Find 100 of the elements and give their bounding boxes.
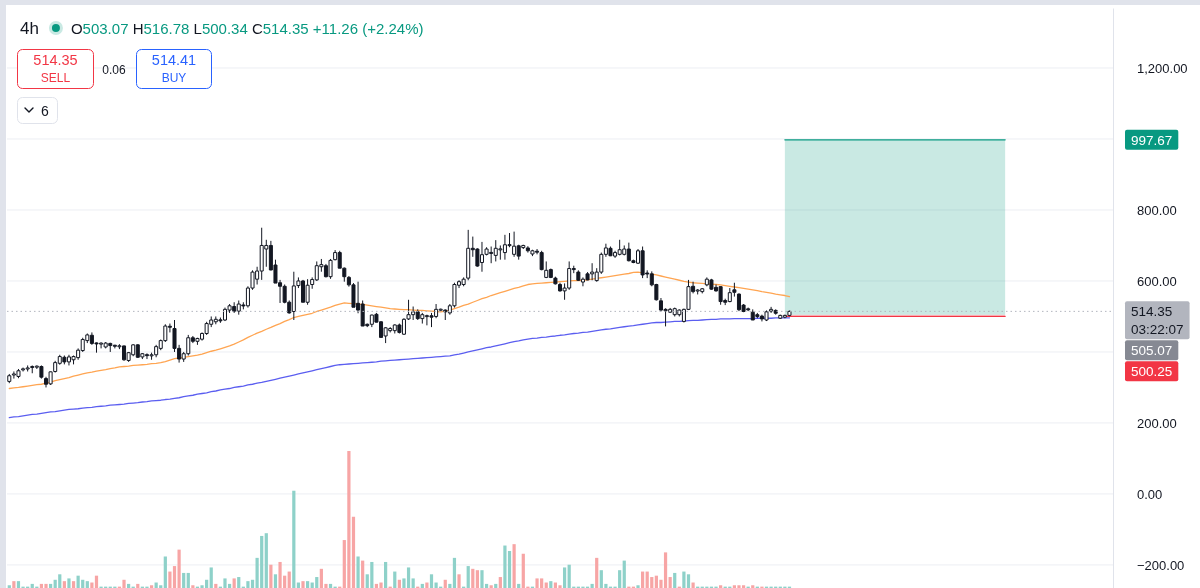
annotation: BUY xyxy=(161,71,187,85)
bar xyxy=(159,585,163,588)
bar xyxy=(452,557,457,588)
annotation: 6 xyxy=(41,103,50,119)
bar xyxy=(361,560,365,588)
text: 4h xyxy=(20,19,39,38)
annotation: 514.41 xyxy=(151,52,197,68)
bar xyxy=(48,583,53,588)
candlestick xyxy=(544,260,549,279)
text: 03:22:07 xyxy=(1131,322,1184,338)
bar xyxy=(163,556,167,588)
annotation: 514.35 xyxy=(33,52,78,68)
bar xyxy=(641,571,645,588)
line-series xyxy=(8,317,791,419)
bar xyxy=(636,585,640,588)
candlestick xyxy=(773,308,778,316)
bar xyxy=(67,578,71,588)
ref-line-label: 514.35 xyxy=(1131,304,1173,320)
bar xyxy=(305,581,310,588)
bar xyxy=(466,566,470,588)
bar xyxy=(191,585,195,588)
candlestick xyxy=(62,355,67,365)
candlestick xyxy=(640,246,645,279)
bar xyxy=(177,549,181,588)
buy-button: 514.41 BUY xyxy=(136,49,212,89)
bar xyxy=(16,581,21,588)
candlestick xyxy=(530,249,535,257)
bar xyxy=(406,567,411,588)
bar xyxy=(315,577,319,588)
bar xyxy=(223,578,227,588)
bar xyxy=(76,575,80,588)
bar xyxy=(751,585,755,588)
y-tick-label: −200.00 xyxy=(1137,557,1185,573)
bar xyxy=(182,572,186,588)
text: 500.25 xyxy=(1131,364,1173,380)
bar xyxy=(448,583,452,588)
bar xyxy=(429,574,434,588)
y-tick-label: 600.00 xyxy=(1137,273,1177,289)
bar xyxy=(567,564,571,588)
bar xyxy=(292,490,296,588)
bar xyxy=(691,582,695,588)
candlestick xyxy=(466,229,471,281)
candlestick xyxy=(778,314,783,320)
bar xyxy=(558,585,562,588)
bar xyxy=(420,583,424,588)
bar xyxy=(719,585,723,588)
text: 505.07 xyxy=(1131,343,1173,359)
bar xyxy=(595,557,599,588)
candlestick xyxy=(608,246,613,257)
candlestick xyxy=(16,368,21,379)
candlestick xyxy=(305,278,310,306)
sell-button: 514.35 SELL xyxy=(17,49,94,89)
y-tick-label: 0.00 xyxy=(1137,486,1163,502)
y-tick-label: 800.00 xyxy=(1137,202,1177,218)
candlestick xyxy=(539,250,544,271)
text: O503.07 H516.78 L500.34 C514.35 +11.26 (+2.24%) xyxy=(70,20,424,37)
bar xyxy=(85,581,89,588)
bar xyxy=(397,579,401,588)
bar xyxy=(71,581,76,588)
bar xyxy=(347,451,351,588)
candlestick xyxy=(443,308,448,321)
bar xyxy=(264,533,268,588)
bar xyxy=(686,574,691,588)
bar xyxy=(682,571,686,588)
bar xyxy=(517,583,521,588)
bar xyxy=(301,581,305,588)
bar xyxy=(374,583,379,588)
bar xyxy=(673,572,677,588)
candlestick xyxy=(415,308,420,321)
bar xyxy=(370,561,374,588)
bar xyxy=(480,570,484,588)
candlestick xyxy=(787,310,792,317)
text: 997.67 xyxy=(1131,132,1173,148)
candlestick xyxy=(617,239,622,256)
annotation: SELL xyxy=(40,71,71,85)
bar xyxy=(39,583,44,588)
bar xyxy=(12,581,16,588)
candlestick xyxy=(709,278,714,291)
bar xyxy=(328,583,333,588)
bar xyxy=(94,575,99,588)
y-tick-label: 200.00 xyxy=(1137,415,1177,431)
bar xyxy=(622,560,626,588)
bar xyxy=(521,553,525,588)
bar xyxy=(393,571,397,588)
bar xyxy=(214,583,218,588)
bar xyxy=(562,567,567,588)
bar xyxy=(246,581,250,588)
bar xyxy=(30,583,34,588)
bar xyxy=(535,578,539,588)
bar xyxy=(278,561,282,588)
candlestick xyxy=(732,282,737,298)
bar xyxy=(379,582,383,588)
bar xyxy=(209,567,213,588)
candlestick xyxy=(328,258,333,280)
candlestick xyxy=(461,276,466,287)
bar xyxy=(7,585,11,588)
bar xyxy=(668,577,672,588)
bar xyxy=(741,585,746,588)
candlestick xyxy=(700,287,705,294)
y-tick-label: 1,200.00 xyxy=(1137,60,1188,76)
